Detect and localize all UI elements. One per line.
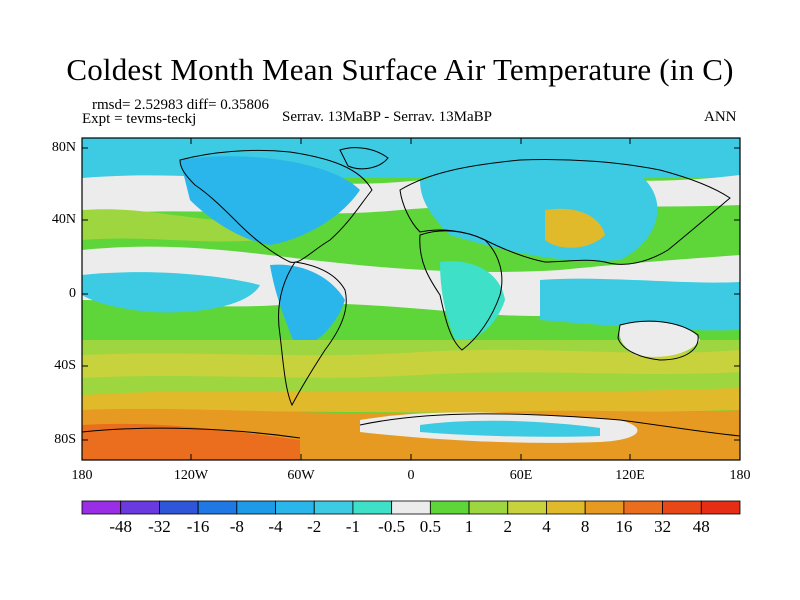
lon-label-180w: 180 (71, 468, 93, 483)
field-antarctic-warm (82, 423, 300, 460)
colorbar-level-label: 2 (503, 517, 513, 536)
lat-label-80s: 80S (54, 432, 76, 447)
coast-south-america (278, 261, 347, 407)
colorbar-swatch (468, 500, 509, 515)
colorbar-swatch (429, 500, 470, 515)
coast-antarctica (82, 413, 740, 439)
experiment-text: Expt = tevms-teckj (82, 111, 197, 127)
colorbar-level-label: 16 (615, 517, 633, 536)
field-north-america (180, 156, 360, 245)
colorbar-swatch (159, 500, 199, 515)
field-south-orange (82, 388, 740, 415)
colorbar-swatch (700, 500, 741, 515)
colorbar-swatch (507, 500, 547, 515)
colorbar-swatch (236, 500, 276, 515)
field-africa (440, 261, 505, 341)
colorbar-level-label: -1 (345, 517, 361, 536)
axis-ticks (82, 138, 740, 460)
field-south-yellow (82, 349, 740, 378)
colorbar (81, 500, 741, 515)
lon-label-180e: 180 (729, 468, 751, 483)
coastlines (82, 147, 740, 439)
colorbar-level-label: -48 (109, 517, 133, 536)
colorbar-swatch (275, 500, 315, 515)
colorbar-swatch (313, 500, 354, 515)
colorbar-swatch (391, 500, 431, 515)
coast-greenland (339, 147, 389, 170)
colorbar-level-label: 48 (692, 517, 710, 536)
colorbar-level-label: 1 (464, 517, 474, 536)
colorbar-level-label: -2 (307, 517, 322, 536)
rmsd-diff-text: rmsd= 2.52983 diff= 0.35806 (92, 97, 270, 113)
colorbar-level-label: 4 (542, 517, 551, 536)
figure-title: Coldest Month Mean Surface Air Temperatu… (66, 52, 734, 87)
colorbar-level-label: -16 (186, 517, 210, 536)
colorbar-swatch (546, 500, 586, 515)
colorbar-swatch (81, 500, 122, 515)
comparison-text: Serrav. 13MaBP - Serrav. 13MaBP (282, 109, 492, 125)
coast-australia (617, 320, 699, 361)
field-indo-pacific (540, 278, 740, 331)
colorbar-swatch (197, 500, 238, 515)
colorbar-level-label: -8 (229, 517, 244, 536)
colorbar-swatch (584, 500, 625, 515)
field-antarctic-cool (420, 420, 600, 437)
colorbar-swatch (623, 500, 663, 515)
colorbar-level-label: -4 (268, 517, 283, 536)
lat-label-80n: 80N (51, 140, 76, 155)
colorbar-level-label: -32 (148, 517, 171, 536)
field-north-pacific (82, 209, 260, 242)
field-australia (619, 321, 700, 357)
field-tibet (545, 208, 605, 248)
coast-north-america (179, 149, 373, 263)
lon-label-120w: 120W (173, 468, 209, 483)
field-tropical-pacific (82, 272, 260, 313)
colorbar-level-label: 32 (654, 517, 672, 536)
lat-label-40n: 40N (51, 212, 76, 227)
colorbar-level-label: 0.5 (419, 517, 441, 536)
lat-label-40s: 40S (54, 358, 76, 373)
coast-eurasia (399, 158, 731, 265)
colorbar-swatch (662, 500, 702, 515)
lon-label-0: 0 (407, 468, 415, 483)
temperature-field (82, 138, 740, 460)
period-text: ANN (704, 109, 737, 125)
colorbar-swatch (120, 500, 160, 515)
lat-label-0: 0 (69, 286, 76, 301)
field-south-america (270, 264, 345, 346)
colorbar-level-label: -0.5 (378, 517, 406, 536)
lon-label-60w: 60W (287, 468, 315, 483)
colorbar-level-label: 8 (580, 517, 590, 536)
lon-label-60e: 60E (509, 468, 533, 483)
lon-label-120e: 120E (615, 468, 645, 483)
colorbar-swatch (352, 500, 393, 515)
